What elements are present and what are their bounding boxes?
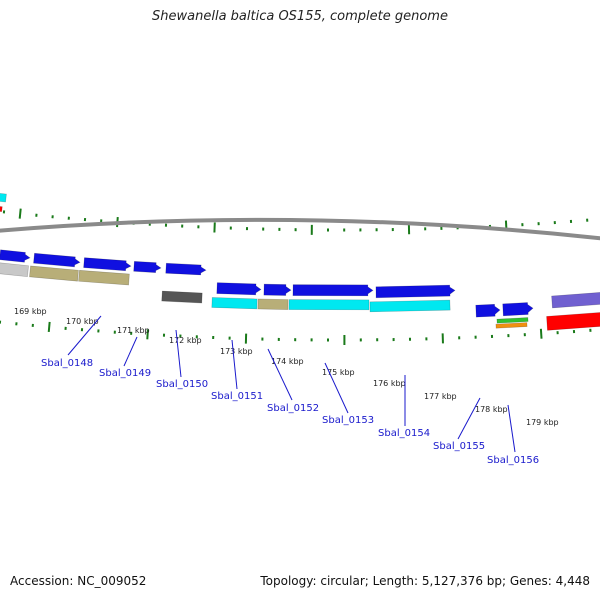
gene-label: Sbal_0154	[378, 428, 430, 439]
cds-arrow	[83, 257, 132, 272]
gene-leader-line	[175, 329, 182, 378]
kbp-label: 178 kbp	[475, 405, 508, 414]
cds-arrow	[216, 282, 262, 296]
gene-label: Sbal_0156	[487, 455, 539, 466]
topology-summary: Topology: circular; Length: 5,127,376 bp…	[260, 574, 590, 588]
purple-feature	[551, 292, 600, 309]
cds-arrow	[502, 302, 534, 317]
inner-major-tick	[539, 328, 543, 339]
gene-leader-line	[457, 397, 481, 440]
gene-leader-line	[507, 404, 516, 453]
gene-label: Sbal_0149	[99, 368, 151, 379]
gene-leader-line	[324, 362, 349, 414]
backbone-track	[0, 217, 600, 241]
kbp-label: 169 kbp	[14, 307, 47, 316]
gene-label: Sbal_0152	[267, 403, 319, 414]
gene-label: Sbal_0155	[433, 441, 485, 452]
outer-major-tick	[18, 208, 22, 219]
ruler-labels: 169 kbp 170 kbp 171 kbp 172 kbp 173 kbp 174 k…	[14, 307, 559, 427]
feature-tracks	[0, 193, 600, 331]
gene-label: Sbal_0150	[156, 379, 208, 390]
gene-leader-line	[123, 336, 138, 367]
left-edge-red-feature	[0, 206, 3, 212]
kbp-label: 176 kbp	[373, 379, 406, 388]
darkgray-feature	[161, 290, 203, 304]
cds-arrow	[375, 284, 456, 299]
khaki-feature	[257, 298, 289, 310]
gene-leader-line	[267, 348, 293, 401]
cds-arrow	[165, 262, 207, 276]
cds-arrow	[475, 303, 501, 318]
kbp-label: 177 kbp	[424, 392, 457, 401]
kbp-label: 172 kbp	[169, 336, 202, 345]
inner-tick-ring	[0, 320, 592, 345]
left-edge-cyan-feature	[0, 193, 7, 203]
cyan-feature	[211, 297, 258, 310]
gene-label: Sbal_0153	[322, 415, 374, 426]
gene-label: Sbal_0148	[41, 358, 93, 369]
gene-leader-line	[67, 315, 102, 356]
outer-tick-ring	[2, 208, 589, 235]
accession-text: Accession: NC_009052	[10, 574, 147, 588]
cds-arrow	[33, 252, 81, 268]
kbp-label: 179 kbp	[526, 418, 559, 427]
kbp-label: 171 kbp	[117, 326, 150, 335]
kbp-label: 173 kbp	[220, 347, 253, 356]
gray-feature	[0, 262, 29, 277]
red-feature	[546, 312, 600, 331]
khaki-feature	[29, 265, 79, 282]
gene-label: Sbal_0151	[211, 391, 263, 402]
gene-leader-line	[231, 339, 238, 390]
cds-arrow	[292, 284, 374, 297]
inner-major-tick	[47, 321, 51, 332]
orange-feature	[495, 322, 528, 329]
backbone-line	[0, 217, 600, 241]
cyan-feature	[288, 299, 370, 311]
cds-arrow	[263, 283, 292, 296]
cds-arrow	[133, 260, 162, 273]
kbp-label: 170 kbp	[66, 317, 99, 326]
khaki-feature	[78, 269, 130, 286]
map-title: Shewanella baltica OS155, complete genom…	[152, 9, 448, 24]
kbp-label: 174 kbp	[271, 357, 304, 366]
green-feature	[496, 317, 529, 324]
cds-arrow	[0, 249, 31, 263]
inner-major-tick	[146, 329, 149, 340]
kbp-label: 175 kbp	[322, 368, 355, 377]
cyan-feature	[369, 299, 451, 313]
